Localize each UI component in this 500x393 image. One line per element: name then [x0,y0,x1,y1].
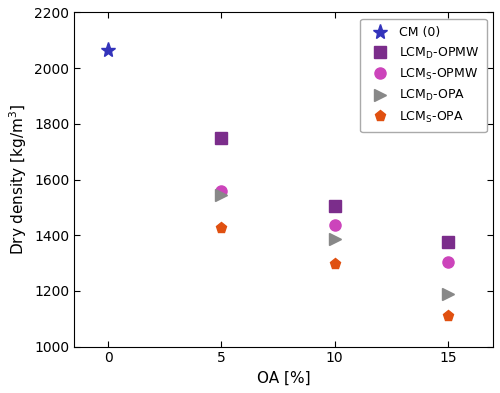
LCM$_{\rm D}$-OPA [445,291,451,296]
LCM$_{\rm D}$-OPMW [218,136,224,140]
Line: LCM$_{\rm S}$-OPMW: LCM$_{\rm S}$-OPMW [216,185,454,267]
X-axis label: OA [%]: OA [%] [257,371,310,386]
LCM$_{\rm D}$-OPA [218,193,224,197]
LCM$_{\rm D}$-OPMW [445,240,451,244]
Line: LCM$_{\rm S}$-OPA: LCM$_{\rm S}$-OPA [216,223,454,321]
LCM$_{\rm D}$-OPA [332,237,338,242]
LCM$_{\rm S}$-OPMW [218,188,224,193]
LCM$_{\rm D}$-OPMW [332,204,338,208]
Y-axis label: Dry density [kg/m$^3$]: Dry density [kg/m$^3$] [7,104,28,255]
LCM$_{\rm S}$-OPA [218,226,224,231]
LCM$_{\rm S}$-OPA [332,262,338,267]
LCM$_{\rm S}$-OPMW [332,223,338,228]
LCM$_{\rm S}$-OPA [445,314,451,318]
Legend: CM (0), LCM$_{\rm D}$-OPMW, LCM$_{\rm S}$-OPMW, LCM$_{\rm D}$-OPA, LCM$_{\rm S}$: CM (0), LCM$_{\rm D}$-OPMW, LCM$_{\rm S}… [360,19,487,132]
Line: LCM$_{\rm D}$-OPA: LCM$_{\rm D}$-OPA [216,189,454,299]
Line: LCM$_{\rm D}$-OPMW: LCM$_{\rm D}$-OPMW [216,132,454,248]
LCM$_{\rm S}$-OPMW [445,259,451,264]
